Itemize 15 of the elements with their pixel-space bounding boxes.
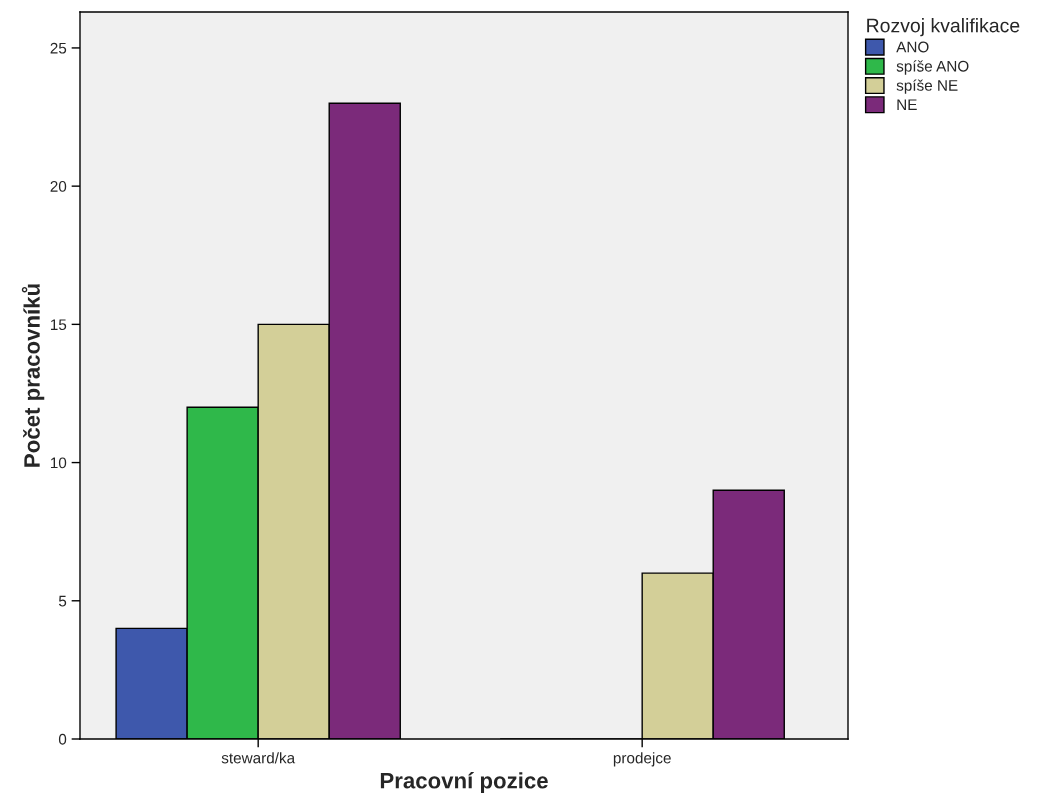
legend-title: Rozvoj kvalifikace bbox=[867, 18, 1020, 37]
x-axis-title: Pracovní pozice bbox=[380, 771, 548, 793]
y-tick-label: 10 bbox=[50, 457, 67, 469]
y-tick-label: 15 bbox=[50, 319, 67, 331]
y-tick-label: 25 bbox=[50, 42, 67, 54]
y-tick-label: 5 bbox=[58, 595, 67, 607]
x-tick-label: steward/ka bbox=[221, 752, 296, 764]
y-tick-label: 20 bbox=[50, 181, 67, 192]
legend-label: ANO bbox=[896, 41, 929, 53]
x-tick-label: prodejce bbox=[613, 752, 671, 767]
legend-label: spíše ANO bbox=[896, 60, 969, 75]
legend-label: NE bbox=[897, 99, 917, 110]
y-tick-label: 0 bbox=[58, 733, 67, 745]
legend-label: spíše NE bbox=[896, 79, 958, 94]
y-axis-title: Počet pracovníků bbox=[21, 284, 45, 467]
